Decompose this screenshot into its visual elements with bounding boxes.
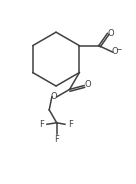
Text: F: F xyxy=(68,120,73,129)
Text: O: O xyxy=(108,29,114,38)
Text: F: F xyxy=(54,135,59,144)
Text: O: O xyxy=(50,92,57,101)
Text: O: O xyxy=(84,80,91,89)
Text: F: F xyxy=(39,120,44,129)
Text: O: O xyxy=(112,47,118,56)
Text: −: − xyxy=(115,45,122,54)
